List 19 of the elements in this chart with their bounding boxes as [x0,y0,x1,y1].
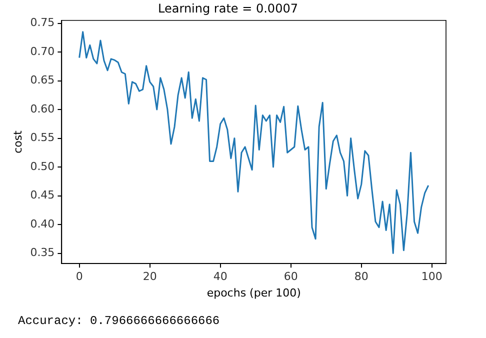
y-tick-label: 0.55 [30,131,55,144]
y-tick-label: 0.45 [30,188,55,202]
y-tick-label: 0.35 [30,246,55,260]
y-tick-label: 0.75 [30,16,55,30]
x-axis-title: epochs (per 100) [206,286,301,300]
x-tick-label: 20 [142,270,157,284]
text: Accuracy: 0.7966666666666666 [18,314,220,328]
y-tick-label: 0.40 [30,217,55,230]
x-tick-label: 40 [213,270,228,284]
x-tick-label: 60 [284,270,298,284]
y-tick-label: 0.50 [30,160,55,173]
x-tick-label: 80 [354,270,368,284]
y-tick-label: 0.70 [30,44,55,58]
chart-title: Learning rate = 0.0007 [158,1,298,16]
y-axis-title: cost [11,130,24,154]
x-tick-label: 0 [76,270,83,284]
y-tick-label: 0.60 [30,102,55,116]
y-tick-label: 0.65 [30,74,55,87]
x-tick-label: 100 [421,270,442,284]
